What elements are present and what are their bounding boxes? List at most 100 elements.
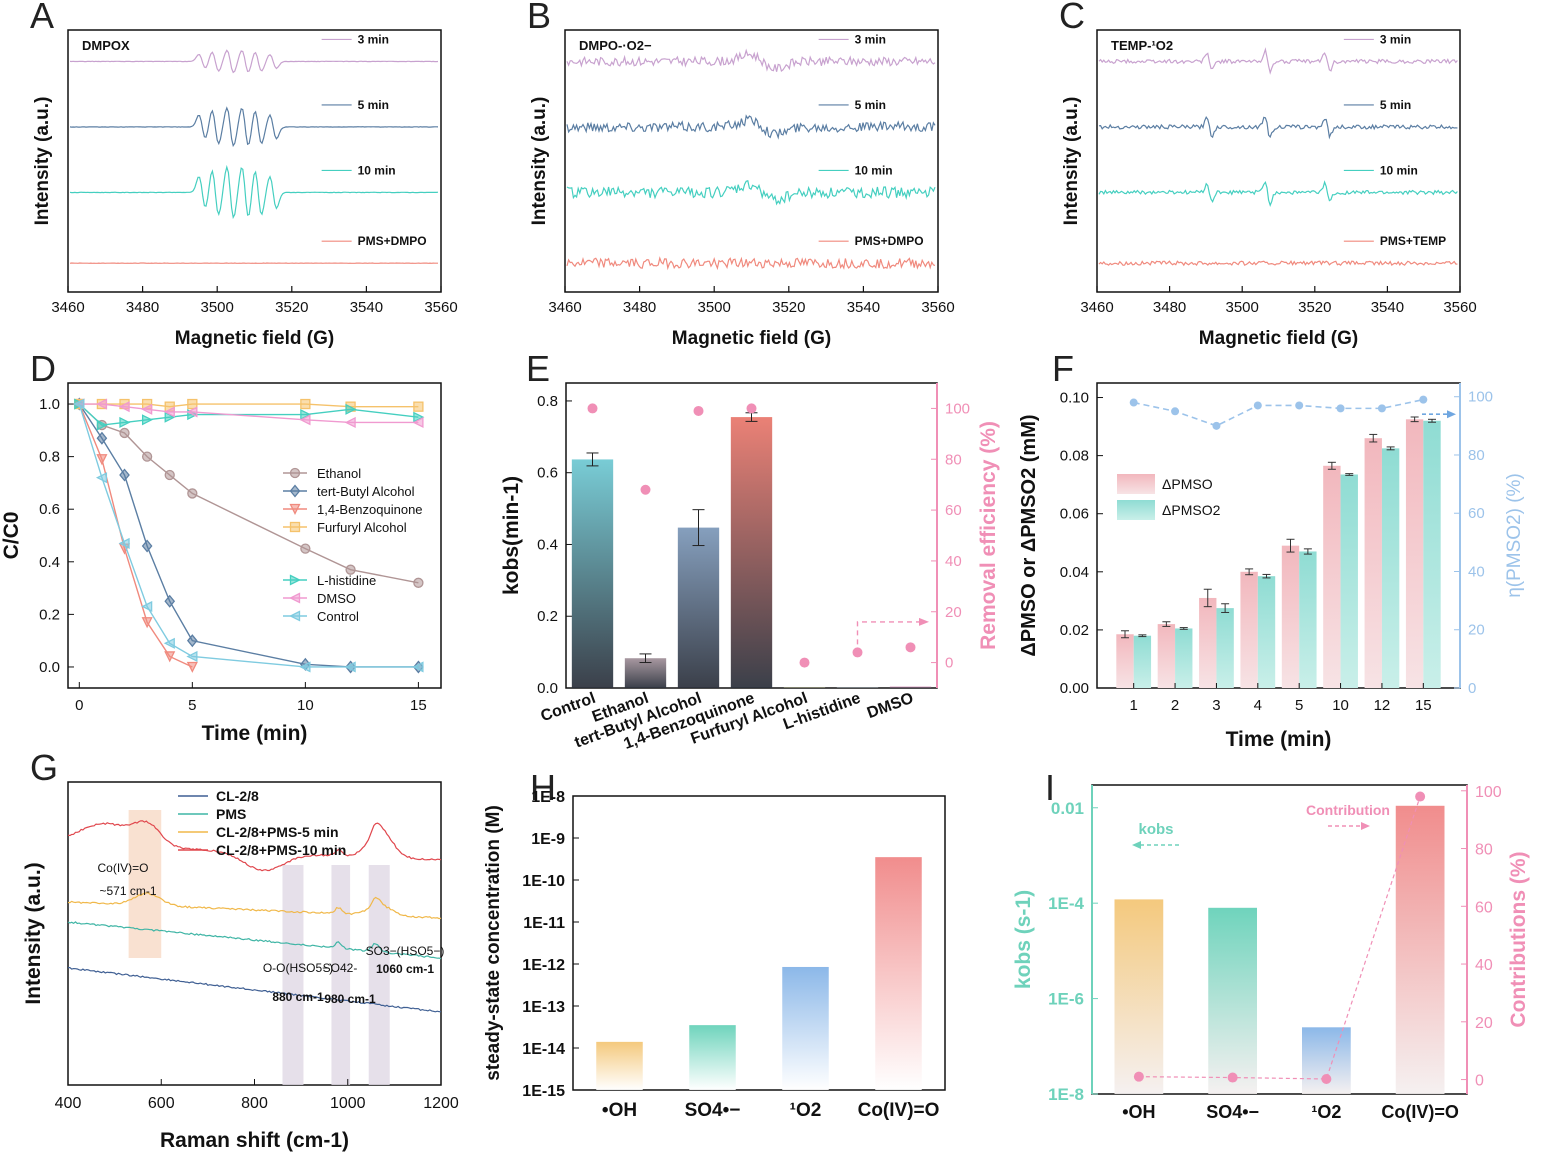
y-tick-label: 0.10 [1060,390,1089,407]
legend-label: CL-2/8 [216,788,259,804]
legend-label: tert-Butyl Alcohol [317,484,415,499]
marker [300,398,311,410]
efficiency-point [799,657,810,668]
efficiency-point [1377,404,1386,413]
efficiency-point [1129,398,1138,407]
x-tick-label: 3480 [623,299,656,316]
efficiency-point [1171,407,1180,416]
contribution-line [1138,796,1421,1080]
bar-pmso [1405,419,1424,688]
contribution-point [1133,1071,1144,1082]
y-tick-label: 0.06 [1060,506,1089,523]
panel-letter-f: F [1052,348,1074,389]
x-tick-label: 800 [241,1095,268,1112]
marker [186,406,198,418]
marker [96,419,108,431]
marker [119,416,131,428]
bar-pmso2 [1133,635,1152,688]
y-tick-label: 0.04 [1060,564,1089,581]
y-tick-label: 0.08 [1060,448,1089,465]
y-tick-label-right: 100 [1468,389,1493,406]
y-tick-label: 0.02 [1060,622,1089,639]
y-tick-label: 0.8 [39,449,60,466]
y-tick-label-right: 100 [945,400,970,417]
annotation: 980 cm-1 [324,992,376,1006]
marker [164,411,176,423]
legend-label: 5 min [1380,98,1411,112]
marker [96,454,108,466]
marker [413,401,424,412]
legend-label: 3 min [855,32,886,46]
x-tick-label: ¹O2 [1311,1102,1341,1122]
legend-label: CL-2/8+PMS-10 min [216,842,346,858]
highlight-band [368,865,390,1085]
epr-title: DMPOX [82,38,130,53]
y-axis-label: kobs(min-1) [500,476,523,595]
raman-trace-2 [67,921,442,960]
series-tert-butyl-alcohol [73,397,424,674]
bar-ethanol [624,658,667,688]
y-axis-label: kobs (s-1) [1012,890,1035,989]
marker [186,661,198,673]
efficiency-point [852,647,863,658]
y-tick-label-right: 60 [1475,899,1493,916]
x-tick-label: 3540 [1371,299,1404,316]
marker [119,468,130,482]
plot-frame-f [1096,382,1461,689]
legend-label: ΔPMSO2 [1162,502,1221,518]
y-tick-label: 1E-11 [523,915,565,932]
marker [187,398,198,410]
legend-label: 5 min [855,98,886,112]
efficiency-point [1419,395,1428,404]
x-tick-label: 3480 [126,299,159,316]
y-tick-label: 0.6 [537,465,558,482]
x-tick-label: 3560 [1443,299,1476,316]
series-l-histidine [74,398,425,431]
epr-trace-3 [69,164,439,220]
marker [119,427,130,439]
x-axis-label: Time (min) [202,722,308,745]
legend-swatch [1117,500,1155,520]
efficiency-point [746,403,757,414]
arrow-head [919,617,929,626]
y-tick-label: 0.0 [39,659,60,676]
y-tick-label-right: 40 [1468,563,1485,580]
marker [289,467,301,479]
x-tick-label: •OH [602,1100,637,1121]
x-tick-label: 600 [148,1095,175,1112]
legend-label: 3 min [358,32,389,46]
legend-label: DMSO [317,591,356,606]
x-tick-label: 2 [1171,697,1179,714]
epr-title: DMPO-·O2− [579,38,652,53]
x-tick-label: 3560 [424,299,457,316]
bar-pmso [1240,571,1258,688]
y-tick-label-right: 40 [945,553,962,570]
bar-1 [1208,907,1257,1094]
y-tick-label: 0.4 [537,536,558,553]
marker [95,472,108,484]
legend-label: PMS+DMPO [358,234,427,248]
x-tick-label: 4 [1254,697,1262,714]
marker [289,503,301,515]
legend-label: 1,4-Benzoquinone [317,502,423,517]
y-tick-label: 1E-9 [531,831,565,848]
marker [141,451,153,462]
x-tick-label: 5 [1295,697,1303,714]
plot-frame-d [67,382,442,689]
y-tick-label-right: 0 [945,655,953,672]
panel-letter-a: A [30,0,54,36]
y-tick-label-right: 20 [945,604,962,621]
bar-pmso2 [1299,551,1317,688]
arrow-head [1447,410,1456,419]
marker [300,409,312,421]
y-tick-label: 1E-6 [1048,990,1084,1009]
x-tick-label: •OH [1122,1102,1155,1122]
epr-frame-c [1096,29,1461,293]
bar-pmso [1199,597,1217,688]
y-tick-label: 1E-8 [1048,1085,1084,1104]
x-tick-label: 3460 [548,299,581,316]
marker [164,469,175,481]
epr-trace-2 [1098,115,1458,140]
y-tick-label: 1E-15 [522,1083,565,1100]
